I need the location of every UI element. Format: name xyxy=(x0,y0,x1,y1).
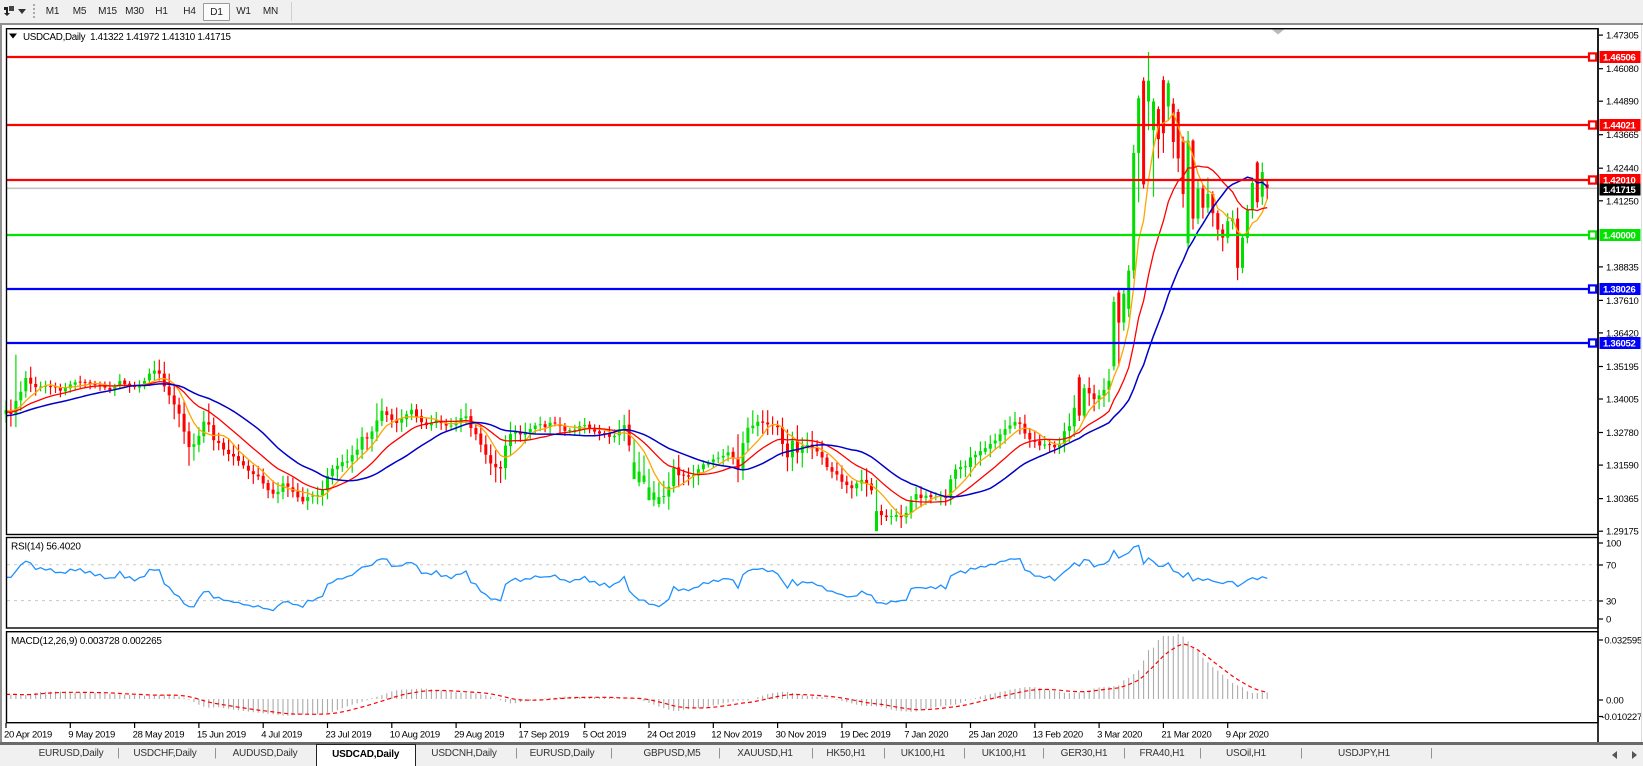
svg-text:7 Jan 2020: 7 Jan 2020 xyxy=(904,730,948,741)
svg-text:12 Nov 2019: 12 Nov 2019 xyxy=(711,730,762,741)
svg-text:1.46506: 1.46506 xyxy=(1603,53,1636,64)
svg-text:28 May 2019: 28 May 2019 xyxy=(133,730,185,741)
svg-text:15 Jun 2019: 15 Jun 2019 xyxy=(197,730,246,741)
svg-text:21 Mar 2020: 21 Mar 2020 xyxy=(1161,730,1211,741)
svg-text:1.46080: 1.46080 xyxy=(1606,64,1639,75)
svg-text:0.032595: 0.032595 xyxy=(1604,636,1642,647)
svg-text:23 Jul 2019: 23 Jul 2019 xyxy=(326,730,372,741)
svg-text:1.32780: 1.32780 xyxy=(1606,428,1639,439)
svg-text:1.42010: 1.42010 xyxy=(1603,176,1636,187)
svg-text:1.36052: 1.36052 xyxy=(1603,339,1636,350)
svg-text:9 May 2019: 9 May 2019 xyxy=(68,730,115,741)
svg-text:1.30365: 1.30365 xyxy=(1606,494,1639,505)
svg-text:19 Dec 2019: 19 Dec 2019 xyxy=(840,730,891,741)
svg-text:24 Oct 2019: 24 Oct 2019 xyxy=(647,730,695,741)
svg-text:30: 30 xyxy=(1606,597,1616,608)
svg-text:4 Jul 2019: 4 Jul 2019 xyxy=(261,730,302,741)
svg-text:1.42440: 1.42440 xyxy=(1606,164,1639,175)
svg-text:100: 100 xyxy=(1606,539,1621,550)
svg-text:1.34005: 1.34005 xyxy=(1606,395,1639,406)
svg-text:1.47305: 1.47305 xyxy=(1606,31,1639,42)
svg-text:3 Mar 2020: 3 Mar 2020 xyxy=(1097,730,1142,741)
svg-text:1.44890: 1.44890 xyxy=(1606,97,1639,108)
svg-text:1.40000: 1.40000 xyxy=(1603,231,1636,242)
svg-text:13 Feb 2020: 13 Feb 2020 xyxy=(1033,730,1083,741)
svg-text:17 Sep 2019: 17 Sep 2019 xyxy=(518,730,569,741)
svg-text:USDCAD,Daily 1.41322 1.41972: USDCAD,Daily 1.41322 1.41972 1.41310 1.4… xyxy=(23,32,231,43)
svg-text:1.41250: 1.41250 xyxy=(1606,196,1639,207)
svg-text:30 Nov 2019: 30 Nov 2019 xyxy=(776,730,827,741)
svg-text:1.36420: 1.36420 xyxy=(1606,328,1639,339)
svg-text:MACD(12,26,9) 0.003728 0.00226: MACD(12,26,9) 0.003728 0.002265 xyxy=(11,636,162,647)
svg-text:20 Apr 2019: 20 Apr 2019 xyxy=(4,730,52,741)
svg-text:5 Oct 2019: 5 Oct 2019 xyxy=(583,730,626,741)
svg-text:1.41715: 1.41715 xyxy=(1603,185,1637,196)
svg-text:1.44021: 1.44021 xyxy=(1603,121,1637,132)
svg-text:1.37610: 1.37610 xyxy=(1606,296,1639,307)
svg-text:9 Apr 2020: 9 Apr 2020 xyxy=(1226,730,1269,741)
svg-text:0.00: 0.00 xyxy=(1606,696,1624,707)
svg-text:10 Aug 2019: 10 Aug 2019 xyxy=(390,730,440,741)
svg-text:1.38026: 1.38026 xyxy=(1603,285,1636,296)
svg-text:1.29175: 1.29175 xyxy=(1606,527,1639,538)
svg-text:70: 70 xyxy=(1606,561,1616,572)
svg-text:-0.010227: -0.010227 xyxy=(1601,712,1642,723)
svg-text:RSI(14) 56.4020: RSI(14) 56.4020 xyxy=(11,542,81,553)
svg-text:1.38835: 1.38835 xyxy=(1606,262,1639,273)
svg-text:29 Aug 2019: 29 Aug 2019 xyxy=(454,730,504,741)
svg-text:25 Jan 2020: 25 Jan 2020 xyxy=(969,730,1018,741)
svg-text:1.31590: 1.31590 xyxy=(1606,461,1639,472)
svg-text:1.35195: 1.35195 xyxy=(1606,362,1639,373)
svg-text:1.43665: 1.43665 xyxy=(1606,130,1639,141)
svg-text:0: 0 xyxy=(1606,615,1611,626)
